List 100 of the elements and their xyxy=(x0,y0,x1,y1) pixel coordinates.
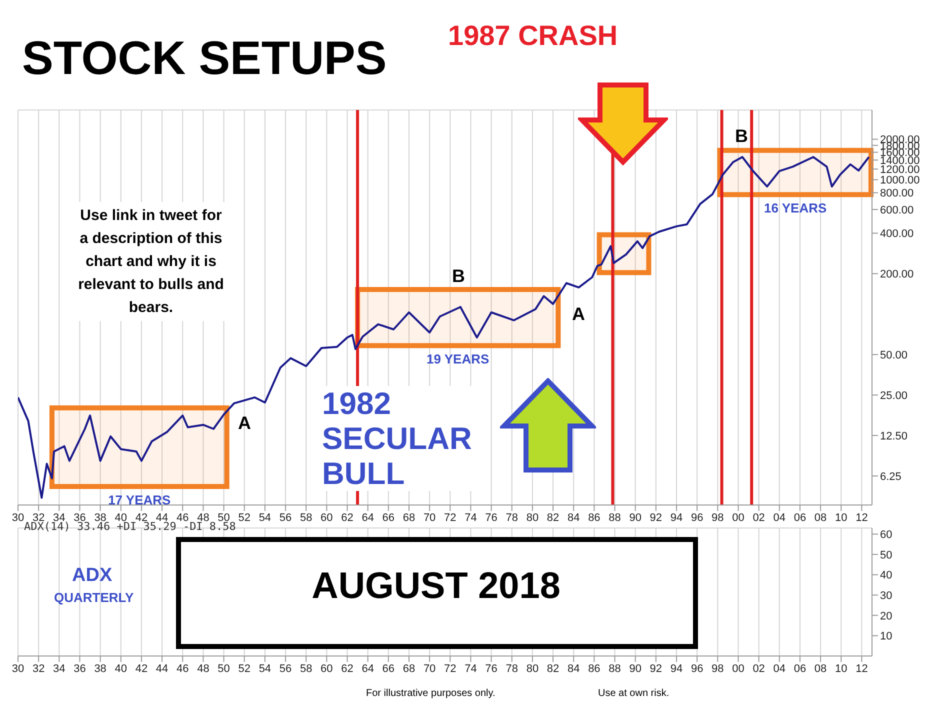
x-tick-label: 48 xyxy=(197,662,210,675)
x-tick-label: 58 xyxy=(300,512,312,524)
x-tick-label: 88 xyxy=(608,662,621,675)
x-tick-label: 64 xyxy=(362,662,374,675)
x-tick-label: 00 xyxy=(732,662,744,675)
x-tick-label: 96 xyxy=(690,512,704,524)
x-tick-label: 78 xyxy=(506,512,518,524)
y-tick-label: 20 xyxy=(880,610,892,622)
x-tick-label: 08 xyxy=(814,662,827,675)
x-tick-label: 66 xyxy=(382,512,395,524)
y-tick-label: 6.25 xyxy=(880,470,902,483)
x-tick-label: 74 xyxy=(464,662,477,675)
x-tick-label: 86 xyxy=(588,662,600,675)
x-tick-label: 62 xyxy=(341,662,354,675)
x-tick-label: 66 xyxy=(382,662,395,675)
x-tick-label: 52 xyxy=(238,512,250,524)
x-tick-label: 68 xyxy=(402,662,416,675)
x-tick-label: 62 xyxy=(341,512,354,524)
x-tick-label: 52 xyxy=(238,662,250,675)
band-label: 16 YEARS xyxy=(764,200,827,216)
x-tick-label: 88 xyxy=(608,512,621,524)
annotation: ADX xyxy=(72,565,112,587)
band-label: 17 YEARS xyxy=(108,492,172,508)
x-tick-label: 54 xyxy=(258,512,272,524)
y-tick-label: 12.50 xyxy=(880,430,908,442)
x-tick-label: 72 xyxy=(444,662,456,675)
text: Use at own risk. xyxy=(598,688,670,699)
x-tick-label: 34 xyxy=(53,662,66,675)
x-tick-label: 54 xyxy=(258,662,272,675)
y-tick-label: 1000.00 xyxy=(880,174,920,187)
x-tick-label: 98 xyxy=(712,512,724,524)
y-tick-label: 600.00 xyxy=(880,204,914,216)
x-tick-label: 32 xyxy=(32,662,45,675)
x-tick-label: 02 xyxy=(752,512,765,524)
x-tick-label: 44 xyxy=(156,662,168,675)
x-tick-label: 40 xyxy=(114,662,128,675)
x-tick-label: 12 xyxy=(856,512,868,524)
x-tick-label: 74 xyxy=(464,512,477,524)
x-tick-label: 08 xyxy=(814,512,827,524)
x-tick-label: 76 xyxy=(485,512,498,524)
x-tick-label: 38 xyxy=(94,662,106,675)
x-tick-label: 80 xyxy=(526,512,539,524)
y-tick-label: 50.00 xyxy=(880,349,908,362)
x-tick-label: 56 xyxy=(279,662,292,675)
x-tick-label: 60 xyxy=(320,662,333,675)
y-tick-label: 400.00 xyxy=(880,228,914,240)
x-tick-label: 68 xyxy=(402,512,416,524)
y-tick-label: 200.00 xyxy=(880,268,914,281)
x-tick-label: 58 xyxy=(300,662,312,675)
x-tick-label: 86 xyxy=(588,512,600,524)
x-tick-label: 10 xyxy=(835,512,848,524)
x-tick-label: 84 xyxy=(567,662,580,675)
x-tick-label: 80 xyxy=(526,662,539,675)
x-tick-label: 02 xyxy=(752,662,765,675)
x-tick-label: 90 xyxy=(629,662,642,675)
chart-title: STOCK SETUPS xyxy=(22,30,387,85)
x-tick-label: 70 xyxy=(423,662,436,675)
x-tick-label: 92 xyxy=(650,662,662,675)
text: 1987 CRASH xyxy=(448,20,619,52)
annotation: AUGUST 2018 xyxy=(310,565,562,607)
x-tick-label: 84 xyxy=(567,512,580,524)
x-tick-label: 96 xyxy=(690,662,704,675)
x-tick-label: 90 xyxy=(629,512,642,524)
x-tick-label: 42 xyxy=(135,662,148,675)
x-tick-label: 98 xyxy=(712,662,724,675)
x-tick-label: 64 xyxy=(362,512,374,524)
annotation: 1982 SECULAR BULL xyxy=(322,386,487,491)
y-tick-label: 25.00 xyxy=(880,390,908,402)
x-tick-label: 70 xyxy=(423,512,436,524)
text: For illustrative purposes only. xyxy=(366,688,496,699)
x-tick-label: 06 xyxy=(794,662,806,675)
x-tick-label: 00 xyxy=(732,512,744,524)
annotation: Use link in tweet for a description of this chart and why it is relevant to bulls and bears. xyxy=(70,202,232,321)
annotation: A xyxy=(238,413,251,434)
x-tick-label: 10 xyxy=(835,662,848,675)
x-tick-label: 36 xyxy=(74,662,86,675)
x-tick-label: 78 xyxy=(506,662,518,675)
x-tick-label: 72 xyxy=(444,512,456,524)
annotation: B xyxy=(452,266,465,287)
y-tick-label: 800.00 xyxy=(880,188,914,200)
x-tick-label: 82 xyxy=(546,512,560,524)
x-tick-label: 04 xyxy=(773,662,786,675)
y-tick-label: 30 xyxy=(880,590,892,602)
x-tick-label: 50 xyxy=(218,662,230,675)
y-tick-label: 10 xyxy=(880,630,892,643)
x-tick-label: 12 xyxy=(856,662,868,675)
x-tick-label: 94 xyxy=(670,512,683,524)
band-label: 19 YEARS xyxy=(426,352,490,367)
annotation: A xyxy=(572,304,585,325)
x-tick-label: 06 xyxy=(794,512,806,524)
x-tick-label: 94 xyxy=(670,662,683,675)
y-tick-label: 40 xyxy=(880,570,892,582)
x-tick-label: 46 xyxy=(176,662,189,675)
x-tick-label: 30 xyxy=(12,512,24,524)
x-tick-label: 60 xyxy=(320,512,333,524)
x-tick-label: 76 xyxy=(485,662,498,675)
x-tick-label: 30 xyxy=(12,662,24,675)
x-tick-label: 92 xyxy=(650,512,662,524)
x-tick-label: 56 xyxy=(279,512,292,524)
annotation: QUARTERLY xyxy=(54,590,134,605)
